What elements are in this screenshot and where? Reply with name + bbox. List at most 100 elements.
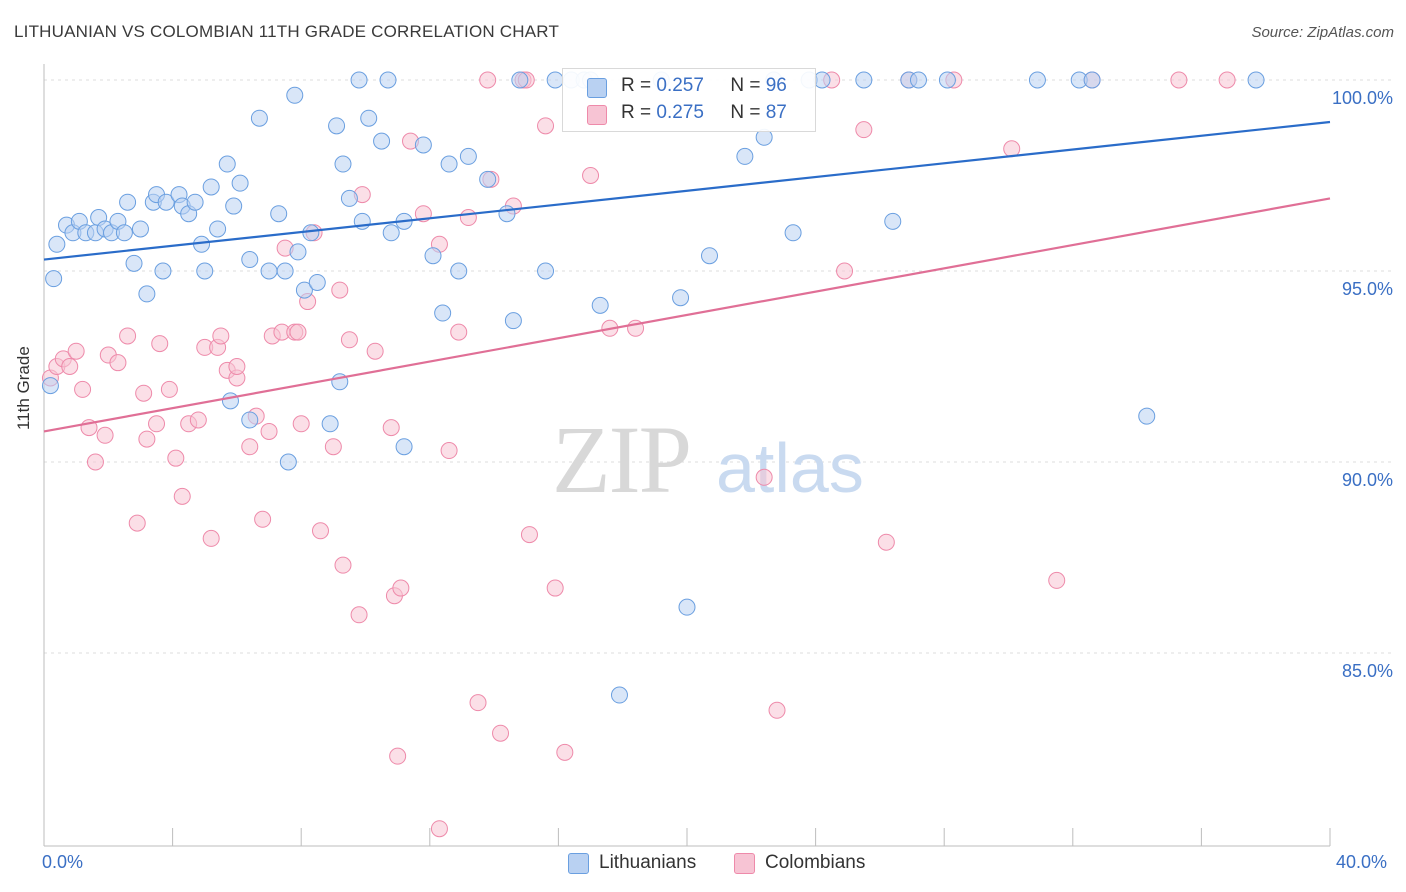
colombians-point	[61, 358, 79, 375]
colombians-point	[366, 342, 384, 360]
lithuanians-point	[328, 117, 346, 135]
lithuanians-point	[279, 453, 297, 471]
lithuanians-point	[48, 235, 66, 253]
lithuanians-point	[379, 71, 397, 89]
lithuanians-point	[434, 304, 452, 322]
lithuanians-point	[209, 220, 227, 238]
colombians-point	[877, 533, 895, 551]
lithuanians-point	[373, 132, 391, 150]
lithuanians-point	[260, 262, 278, 280]
lithuanians-point	[511, 71, 529, 89]
colombians-point	[324, 438, 342, 456]
colombians-point	[430, 820, 448, 838]
colombians-point	[836, 262, 854, 280]
lithuanians-point	[225, 197, 243, 215]
lithuanians-point	[276, 262, 294, 280]
lithuanians-point	[1247, 71, 1265, 89]
colombians-point	[202, 529, 220, 547]
colombians-point	[450, 323, 468, 341]
lithuanians-point	[414, 136, 432, 154]
colombians-point	[1218, 71, 1236, 89]
lithuanians-point	[157, 193, 175, 211]
colombians-swatch	[734, 853, 755, 874]
lithuanians-point	[115, 224, 133, 242]
watermark-atlas: atlas	[716, 429, 864, 507]
y-tick-labels: 85.0% 90.0% 95.0% 100.0%	[1332, 88, 1393, 681]
lithuanians-point	[360, 109, 378, 127]
lithuanians-point	[1138, 407, 1156, 425]
legend-n-label: N =	[730, 75, 761, 96]
lithuanians-point	[440, 155, 458, 173]
colombians-point	[212, 327, 230, 345]
colombians-point	[582, 167, 600, 184]
colombians-point	[334, 556, 352, 574]
colombians-point	[151, 335, 169, 353]
x-tick-label-min: 0.0%	[42, 852, 84, 872]
lithuanians-point	[125, 254, 143, 272]
lithuanians-point	[784, 224, 802, 242]
colombians-point	[546, 579, 564, 597]
colombians-point	[350, 606, 368, 624]
colombians-point	[138, 430, 156, 448]
lithuanians-point	[1028, 71, 1046, 89]
colombians-point	[311, 522, 329, 540]
colombians-point	[148, 415, 166, 433]
lithuanians-point	[131, 220, 149, 238]
lithuanians-point	[498, 205, 516, 223]
lithuanians-point	[286, 86, 304, 104]
lithuanians-point	[395, 438, 413, 456]
legend-r-label: R =	[621, 102, 652, 123]
colombians-point	[537, 117, 555, 135]
bottom-legend-label: Lithuanians	[599, 852, 697, 873]
colombians-point	[331, 281, 349, 299]
lithuanians-point	[289, 243, 307, 261]
chart-title: LITHUANIAN VS COLOMBIAN 11TH GRADE CORRE…	[14, 22, 560, 41]
lithuanians-point	[45, 270, 63, 288]
lithuanians-point	[884, 212, 902, 230]
lithuanians-point	[221, 392, 239, 410]
legend-r-value-colombians: 0.275	[656, 102, 704, 123]
colombians-point	[160, 380, 178, 398]
bottom-legend-label: Colombians	[765, 852, 866, 873]
lithuanians-point	[450, 262, 468, 280]
colombians-point	[1048, 571, 1066, 589]
lithuanians-point	[302, 224, 320, 242]
lithuanians-swatch	[568, 853, 589, 874]
legend-n-value-colombians: 87	[765, 102, 787, 123]
colombians-point	[469, 694, 487, 712]
colombians-point	[440, 442, 458, 460]
lithuanians-trend-line	[43, 120, 1331, 261]
lithuanians-point	[231, 174, 249, 192]
y-tick-label: 100.0%	[1332, 88, 1393, 108]
colombians-point	[241, 438, 259, 456]
lithuanians-point	[424, 247, 442, 265]
colombians-point	[392, 579, 410, 597]
colombians-point	[768, 701, 786, 719]
colombians-point	[556, 743, 574, 761]
colombians-point	[340, 331, 358, 349]
axes	[43, 64, 1331, 847]
watermark: ZIP atlas	[552, 406, 864, 513]
colombians-point	[1170, 71, 1188, 89]
lithuanians-point	[459, 147, 477, 165]
colombians-point	[292, 415, 310, 433]
colombians-point	[855, 121, 873, 139]
y-tick-label: 90.0%	[1342, 470, 1393, 490]
colombians-point	[119, 327, 137, 345]
lithuanians-point	[138, 285, 156, 303]
lithuanians-point	[241, 251, 259, 269]
lithuanians-point	[250, 109, 268, 127]
colombians-point	[479, 71, 497, 89]
colombians-point	[755, 468, 773, 486]
lithuanians-swatch	[587, 78, 607, 98]
lithuanians-point	[295, 281, 313, 299]
colombians-trend-line	[43, 197, 1331, 433]
lithuanians-point	[308, 273, 326, 291]
colombians-point	[228, 358, 246, 375]
lithuanians-point	[186, 193, 204, 211]
lithuanians-point	[41, 377, 59, 395]
lithuanians-point	[270, 205, 288, 223]
lithuanians-point	[202, 178, 220, 196]
colombians-point	[382, 419, 400, 437]
